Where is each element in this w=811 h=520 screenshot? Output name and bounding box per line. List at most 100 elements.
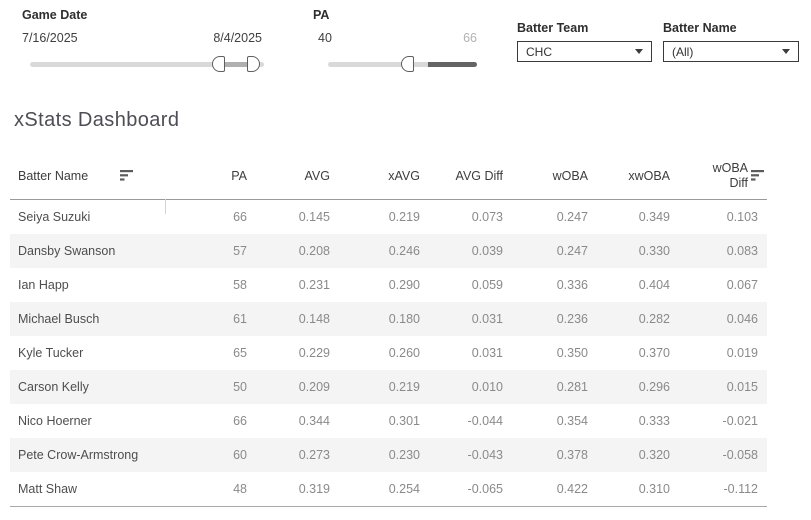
xwoba-cell[interactable]: 0.349 — [638, 210, 670, 224]
avg-cell[interactable]: 0.273 — [298, 448, 330, 462]
avg-diff-cell[interactable]: 0.031 — [471, 346, 503, 360]
column-header-avg[interactable]: AVG — [304, 168, 330, 183]
avg-diff-cell[interactable]: -0.043 — [467, 448, 503, 462]
woba-diff-cell[interactable]: -0.021 — [722, 414, 758, 428]
pa-cell[interactable]: 66 — [233, 210, 247, 224]
pa-cell[interactable]: 50 — [233, 380, 247, 394]
woba-diff-cell[interactable]: -0.058 — [722, 448, 758, 462]
table-row[interactable]: Nico Hoerner 66 0.344 0.301 -0.044 0.354… — [10, 404, 767, 438]
table-row[interactable]: Ian Happ 58 0.231 0.290 0.059 0.336 0.40… — [10, 268, 767, 302]
pa-cell[interactable]: 65 — [233, 346, 247, 360]
column-header-xwoba[interactable]: xwOBA — [628, 168, 670, 183]
table-row[interactable]: Michael Busch 61 0.148 0.180 0.031 0.236… — [10, 302, 767, 336]
batter-name-cell[interactable]: Carson Kelly — [18, 380, 89, 394]
avg-cell[interactable]: 0.209 — [298, 380, 330, 394]
avg-cell[interactable]: 0.344 — [298, 414, 330, 428]
xwoba-cell[interactable]: 0.404 — [638, 278, 670, 292]
avg-diff-cell[interactable]: 0.031 — [471, 312, 503, 326]
avg-diff-cell[interactable]: 0.010 — [471, 380, 503, 394]
pa-slider-handle[interactable] — [401, 56, 414, 72]
avg-diff-cell[interactable]: -0.044 — [467, 414, 503, 428]
pa-cell[interactable]: 58 — [233, 278, 247, 292]
avg-cell[interactable]: 0.208 — [298, 244, 330, 258]
woba-diff-cell[interactable]: 0.067 — [726, 278, 758, 292]
woba-diff-cell[interactable]: 0.083 — [726, 244, 758, 258]
sort-descending-icon[interactable] — [751, 169, 765, 182]
woba-cell[interactable]: 0.354 — [556, 414, 588, 428]
woba-diff-cell[interactable]: 0.046 — [726, 312, 758, 326]
xavg-cell[interactable]: 0.246 — [388, 244, 420, 258]
avg-cell[interactable]: 0.145 — [298, 210, 330, 224]
avg-cell[interactable]: 0.229 — [298, 346, 330, 360]
xavg-cell[interactable]: 0.290 — [388, 278, 420, 292]
column-header-pa[interactable]: PA — [231, 168, 247, 183]
xwoba-cell[interactable]: 0.370 — [638, 346, 670, 360]
woba-cell[interactable]: 0.378 — [556, 448, 588, 462]
batter-name-cell[interactable]: Pete Crow-Armstrong — [18, 448, 139, 462]
table-row[interactable]: Carson Kelly 50 0.209 0.219 0.010 0.281 … — [10, 370, 767, 404]
avg-diff-cell[interactable]: 0.059 — [471, 278, 503, 292]
table-row[interactable]: Seiya Suzuki 66 0.145 0.219 0.073 0.247 … — [10, 200, 767, 234]
avg-cell[interactable]: 0.319 — [298, 482, 330, 496]
sort-descending-icon[interactable] — [120, 169, 134, 182]
woba-cell[interactable]: 0.236 — [556, 312, 588, 326]
woba-cell[interactable]: 0.336 — [556, 278, 588, 292]
batter-name-cell[interactable]: Dansby Swanson — [18, 244, 116, 258]
batter-name-dropdown[interactable]: (All) — [663, 41, 799, 62]
xavg-cell[interactable]: 0.219 — [388, 210, 420, 224]
xwoba-cell[interactable]: 0.333 — [638, 414, 670, 428]
pa-cell[interactable]: 48 — [233, 482, 247, 496]
game-date-start-value[interactable]: 7/16/2025 — [22, 31, 78, 45]
avg-diff-cell[interactable]: 0.073 — [471, 210, 503, 224]
woba-diff-cell[interactable]: -0.112 — [723, 482, 758, 496]
batter-name-cell[interactable]: Ian Happ — [18, 278, 69, 292]
pa-max-value[interactable]: 66 — [463, 31, 477, 45]
avg-cell[interactable]: 0.231 — [298, 278, 330, 292]
xavg-cell[interactable]: 0.230 — [388, 448, 420, 462]
woba-cell[interactable]: 0.247 — [556, 244, 588, 258]
game-date-slider-track[interactable] — [30, 62, 264, 67]
woba-cell[interactable]: 0.247 — [556, 210, 588, 224]
xavg-cell[interactable]: 0.260 — [388, 346, 420, 360]
game-date-end-value[interactable]: 8/4/2025 — [213, 31, 262, 45]
table-row[interactable]: Pete Crow-Armstrong 60 0.273 0.230 -0.04… — [10, 438, 767, 472]
column-header-batter-name[interactable]: Batter Name — [10, 169, 165, 183]
batter-name-cell[interactable]: Kyle Tucker — [18, 346, 84, 360]
xwoba-cell[interactable]: 0.330 — [638, 244, 670, 258]
woba-diff-cell[interactable]: 0.015 — [726, 380, 758, 394]
batter-name-cell[interactable]: Michael Busch — [18, 312, 100, 326]
pa-cell[interactable]: 61 — [233, 312, 247, 326]
batter-name-cell[interactable]: Seiya Suzuki — [18, 210, 91, 224]
game-date-slider-handle-start[interactable] — [212, 56, 225, 72]
pa-cell[interactable]: 57 — [233, 244, 247, 258]
xwoba-cell[interactable]: 0.296 — [638, 380, 670, 394]
game-date-slider-handle-end[interactable] — [247, 56, 260, 72]
column-header-xavg[interactable]: xAVG — [388, 168, 420, 183]
woba-diff-cell[interactable]: 0.019 — [726, 346, 758, 360]
pa-min-value[interactable]: 40 — [318, 31, 332, 45]
avg-diff-cell[interactable]: -0.065 — [467, 482, 503, 496]
xavg-cell[interactable]: 0.180 — [388, 312, 420, 326]
table-row[interactable]: Matt Shaw 48 0.319 0.254 -0.065 0.422 0.… — [10, 472, 767, 506]
column-header-woba[interactable]: wOBA — [552, 168, 588, 183]
xwoba-cell[interactable]: 0.282 — [638, 312, 670, 326]
table-row[interactable]: Kyle Tucker 65 0.229 0.260 0.031 0.350 0… — [10, 336, 767, 370]
woba-cell[interactable]: 0.350 — [556, 346, 588, 360]
table-row[interactable]: Dansby Swanson 57 0.208 0.246 0.039 0.24… — [10, 234, 767, 268]
xwoba-cell[interactable]: 0.310 — [638, 482, 670, 496]
woba-cell[interactable]: 0.281 — [556, 380, 588, 394]
batter-name-cell[interactable]: Nico Hoerner — [18, 414, 92, 428]
batter-team-dropdown[interactable]: CHC — [517, 41, 652, 62]
batter-name-cell[interactable]: Matt Shaw — [18, 482, 78, 496]
xwoba-cell[interactable]: 0.320 — [638, 448, 670, 462]
avg-diff-cell[interactable]: 0.039 — [471, 244, 503, 258]
column-header-woba-diff[interactable]: wOBA Diff — [670, 161, 767, 190]
pa-slider-range-bar[interactable] — [428, 62, 477, 67]
woba-diff-cell[interactable]: 0.103 — [726, 210, 758, 224]
game-date-slider-range-bar[interactable] — [219, 62, 252, 67]
xavg-cell[interactable]: 0.301 — [388, 414, 420, 428]
pa-cell[interactable]: 60 — [233, 448, 247, 462]
column-header-avg-diff[interactable]: AVG Diff — [455, 168, 503, 183]
woba-cell[interactable]: 0.422 — [556, 482, 588, 496]
avg-cell[interactable]: 0.148 — [298, 312, 330, 326]
